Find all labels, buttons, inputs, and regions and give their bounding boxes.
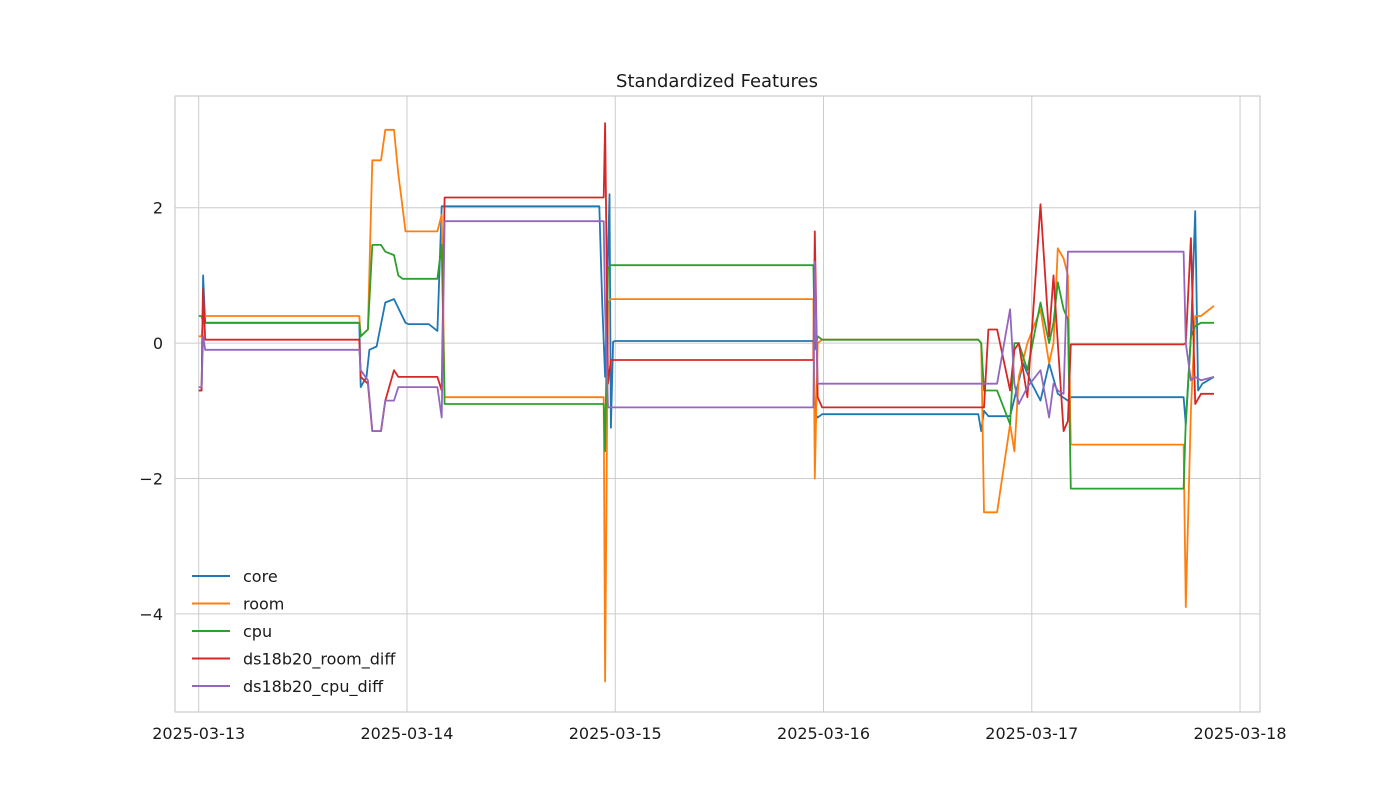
legend-label: cpu [243, 622, 272, 641]
legend-entry: ds18b20_cpu_diff [192, 677, 384, 697]
legend-entry: ds18b20_room_diff [192, 650, 396, 670]
x-tick-label: 2025-03-16 [777, 724, 870, 743]
x-tick-label: 2025-03-14 [360, 724, 453, 743]
series-line-core [198, 193, 1215, 432]
y-axis: 2 0 −2 −4 [139, 199, 163, 624]
y-tick-label: −2 [139, 469, 163, 488]
legend-entry: room [192, 595, 284, 614]
legend: core room cpu ds18b20_room_diff ds18b20_cpu_… [192, 567, 396, 697]
legend-entry: cpu [192, 622, 272, 641]
legend-label: core [243, 567, 278, 586]
x-tick-label: 2025-03-17 [985, 724, 1078, 743]
plot-frame [174, 95, 1261, 713]
x-tick-label: 2025-03-15 [569, 724, 662, 743]
x-tick-label: 2025-03-18 [1194, 724, 1287, 743]
legend-label: ds18b20_cpu_diff [243, 677, 384, 697]
series-layer [198, 122, 1215, 683]
series-line-ds18b20-cpu-diff [198, 220, 1215, 432]
x-tick-label: 2025-03-13 [152, 724, 245, 743]
chart-title: Standardized Features [616, 71, 818, 92]
legend-entry: core [192, 567, 278, 586]
y-tick-label: −4 [139, 605, 163, 624]
y-tick-label: 0 [153, 334, 163, 353]
x-axis: 2025-03-13 2025-03-14 2025-03-15 2025-03-16… [152, 724, 1286, 743]
y-tick-label: 2 [153, 199, 163, 218]
legend-label: room [243, 595, 284, 614]
series-line-room [198, 128, 1215, 683]
legend-label: ds18b20_room_diff [243, 650, 396, 670]
grid [175, 96, 1260, 712]
